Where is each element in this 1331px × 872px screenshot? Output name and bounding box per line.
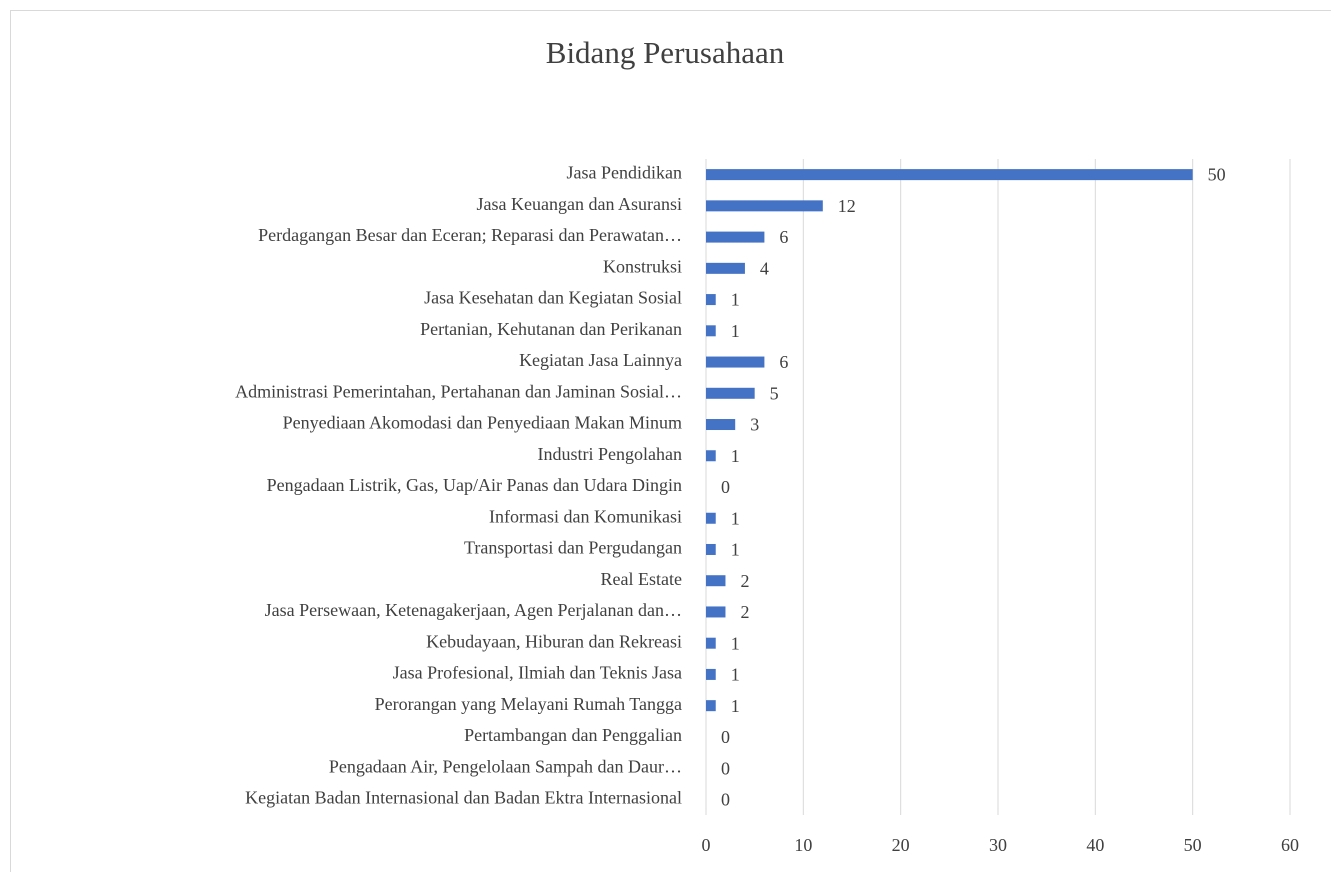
- data-label: 4: [760, 258, 769, 278]
- y-tick-label: Jasa Pendidikan: [567, 163, 682, 183]
- y-tick-label: Pengadaan Air, Pengelolaan Sampah dan Da…: [329, 756, 682, 776]
- data-label: 0: [721, 790, 730, 810]
- data-label: 2: [740, 602, 749, 622]
- y-tick-label: Jasa Persewaan, Ketenagakerjaan, Agen Pe…: [265, 600, 682, 620]
- y-tick-label: Administrasi Pemerintahan, Pertahanan da…: [235, 381, 682, 401]
- y-tick-label: Jasa Kesehatan dan Kegiatan Sosial: [424, 288, 682, 308]
- y-tick-label: Kegiatan Badan Internasional dan Badan E…: [245, 788, 682, 808]
- data-label: 1: [731, 321, 740, 341]
- bar: [706, 325, 716, 337]
- data-label: 1: [731, 446, 740, 466]
- bar: [706, 200, 823, 212]
- chart-border: [10, 10, 1331, 872]
- chart-title: Bidang Perusahaan: [546, 35, 785, 70]
- x-tick-label: 20: [892, 835, 910, 855]
- data-label: 3: [750, 415, 759, 435]
- x-tick-label: 40: [1086, 835, 1104, 855]
- data-label: 2: [740, 571, 749, 591]
- x-tick-label: 0: [702, 835, 711, 855]
- bar: [706, 450, 716, 462]
- bar: [706, 356, 765, 368]
- data-label: 1: [731, 540, 740, 560]
- bar: [706, 606, 726, 618]
- y-tick-label: Kegiatan Jasa Lainnya: [519, 350, 682, 370]
- y-tick-label: Pengadaan Listrik, Gas, Uap/Air Panas da…: [267, 475, 682, 495]
- y-tick-label: Perorangan yang Melayani Rumah Tangga: [375, 694, 682, 714]
- data-label: 50: [1208, 165, 1226, 185]
- data-label: 0: [721, 727, 730, 747]
- data-label: 6: [779, 227, 788, 247]
- x-tick-label: 30: [989, 835, 1007, 855]
- data-label: 1: [731, 290, 740, 310]
- x-tick-label: 10: [794, 835, 812, 855]
- data-label: 1: [731, 665, 740, 685]
- bar: [706, 387, 755, 399]
- y-tick-label: Pertambangan dan Penggalian: [464, 725, 682, 745]
- bar: [706, 231, 765, 243]
- bar: [706, 169, 1193, 181]
- data-label: 6: [779, 352, 788, 372]
- y-tick-label: Transportasi dan Pergudangan: [464, 538, 682, 558]
- bar: [706, 294, 716, 306]
- bar: [706, 262, 745, 274]
- y-tick-label: Penyediaan Akomodasi dan Penyediaan Maka…: [283, 413, 682, 433]
- y-tick-label: Real Estate: [601, 569, 682, 589]
- y-tick-label: Jasa Keuangan dan Asuransi: [477, 194, 682, 214]
- y-tick-label: Konstruksi: [603, 256, 682, 276]
- data-label: 1: [731, 508, 740, 528]
- y-tick-label: Pertanian, Kehutanan dan Perikanan: [420, 319, 682, 339]
- x-tick-label: 50: [1184, 835, 1202, 855]
- data-label: 1: [731, 633, 740, 653]
- data-label: 0: [721, 477, 730, 497]
- bar: [706, 575, 726, 587]
- y-tick-label: Kebudayaan, Hiburan dan Rekreasi: [426, 631, 682, 651]
- bar: [706, 700, 716, 712]
- bar: [706, 543, 716, 555]
- bar: [706, 637, 716, 649]
- data-label: 5: [770, 383, 779, 403]
- x-tick-label: 60: [1281, 835, 1299, 855]
- y-tick-label: Perdagangan Besar dan Eceran; Reparasi d…: [258, 225, 682, 245]
- bar: [706, 512, 716, 524]
- data-label: 0: [721, 758, 730, 778]
- bar: [706, 419, 736, 431]
- bar: [706, 668, 716, 680]
- y-tick-label: Informasi dan Komunikasi: [489, 506, 682, 526]
- y-tick-label: Jasa Profesional, Ilmiah dan Teknis Jasa: [393, 663, 682, 683]
- data-label: 12: [838, 196, 856, 216]
- data-label: 1: [731, 696, 740, 716]
- y-tick-label: Industri Pengolahan: [538, 444, 682, 464]
